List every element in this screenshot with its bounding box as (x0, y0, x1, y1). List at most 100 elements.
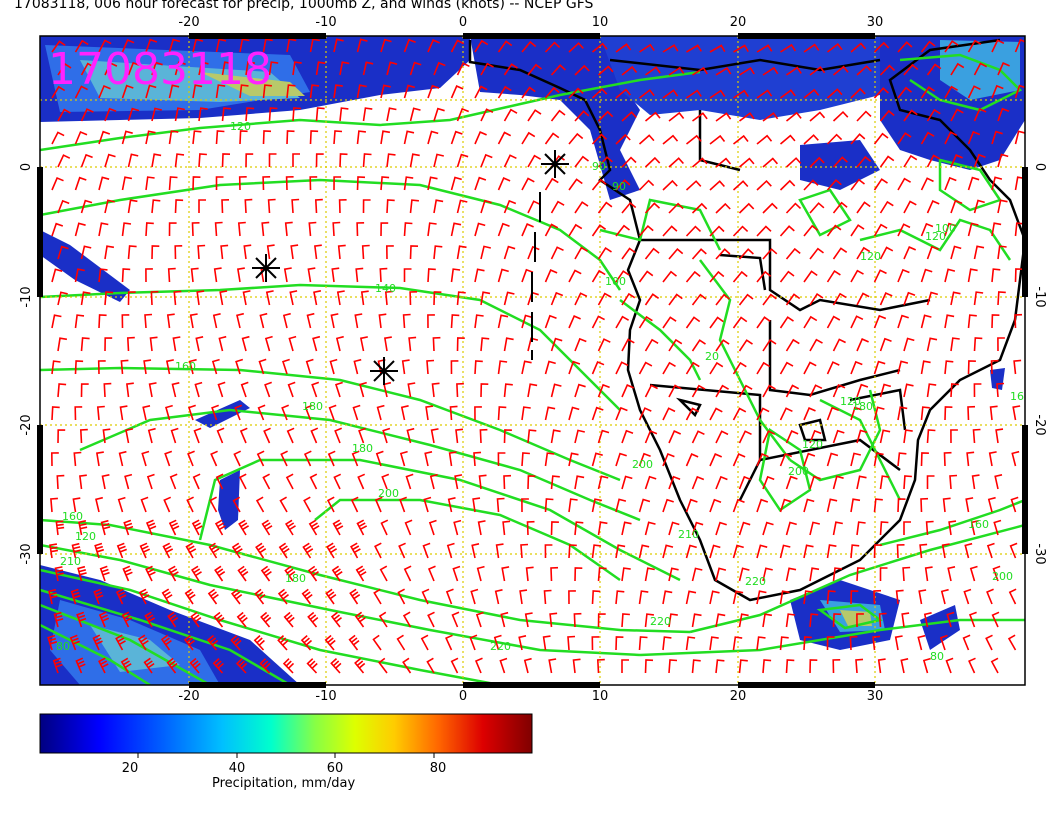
wind-barb (762, 112, 779, 122)
wind-barb (574, 337, 587, 352)
wind-barb (926, 245, 939, 260)
wind-barb (568, 87, 584, 99)
trough-line (531, 192, 541, 360)
wind-barb (544, 132, 560, 145)
wind-barb (948, 520, 957, 536)
wind-barb (521, 40, 537, 53)
wind-barb (809, 475, 821, 490)
wind-barb (615, 406, 628, 421)
wind-barb (402, 313, 411, 329)
wind-barb (989, 405, 998, 421)
wind-barb (307, 565, 319, 582)
wind-barb (856, 155, 872, 168)
wind-barb (639, 43, 655, 53)
wind-barb (185, 542, 197, 559)
wind-barb (333, 38, 344, 53)
wind-barb (264, 381, 272, 398)
wind-barb (521, 314, 533, 329)
wind-barb (756, 590, 767, 605)
wind-barb (732, 544, 744, 559)
wind-barb (239, 38, 250, 53)
wind-barb (568, 544, 577, 559)
contour-label: 80 (56, 640, 70, 653)
wind-barb (236, 267, 245, 283)
wind-barb (354, 657, 366, 674)
wind-barb (232, 496, 241, 513)
wind-barb (856, 110, 872, 122)
wind-barb (644, 659, 654, 674)
wind-barb (427, 84, 440, 99)
wind-barb (433, 153, 444, 168)
wind-barb (903, 291, 916, 306)
wind-barb (268, 153, 277, 167)
contour-label: 20 (705, 350, 719, 363)
wind-barb (944, 131, 958, 145)
wind-barb (151, 107, 162, 122)
wind-barb (121, 611, 133, 628)
wind-barb (738, 202, 755, 214)
wind-barb (521, 223, 534, 237)
wind-barb (873, 269, 887, 283)
wind-barb (856, 292, 870, 306)
wind-barb (574, 475, 585, 490)
wind-barb (74, 406, 83, 421)
wind-barb (779, 270, 795, 283)
wind-barb (127, 153, 139, 168)
wind-barb (715, 613, 726, 628)
wind-barb (215, 176, 224, 190)
wind-barb (544, 177, 559, 191)
wind-barb (762, 157, 779, 168)
wind-barb (926, 475, 935, 489)
wind-barb (668, 430, 682, 444)
wind-barb (732, 498, 745, 513)
wind-barb (57, 245, 69, 260)
wind-barb (497, 452, 506, 467)
wind-barb (597, 201, 613, 214)
wind-barb (809, 292, 824, 306)
wind-barb (944, 268, 956, 283)
wind-barb (124, 473, 133, 490)
wind-barb (188, 358, 197, 375)
wind-barb (174, 61, 186, 76)
wind-barb (544, 223, 559, 237)
wind-barb (145, 565, 156, 582)
wind-barb (967, 360, 976, 375)
wind-barb (993, 519, 1002, 536)
wind-barb (480, 153, 493, 168)
wind-barb (709, 361, 724, 375)
wind-barb (832, 475, 844, 490)
wind-barb (944, 314, 955, 329)
lat-tick: -20 (19, 414, 34, 435)
wind-barb (497, 268, 509, 283)
wind-barb (973, 62, 988, 76)
wind-barb (732, 180, 749, 191)
wind-barb (1014, 222, 1024, 237)
wind-barb (638, 636, 648, 651)
wind-barb (212, 313, 221, 329)
wind-barb (574, 246, 588, 260)
wind-barb (873, 132, 889, 145)
wind-barb (338, 199, 347, 214)
wind-barb (116, 542, 127, 559)
wind-barb (995, 428, 1004, 444)
wind-barb (408, 336, 417, 352)
wind-barb (873, 406, 885, 421)
wind-barb (997, 107, 1010, 122)
wind-barb (474, 176, 487, 191)
wind-barb (265, 290, 274, 306)
wind-barb (326, 496, 335, 513)
wind-barb (544, 406, 556, 421)
wind-barb (809, 384, 823, 398)
wind-barb (709, 407, 723, 421)
wind-barb (279, 496, 288, 513)
wind-barb (919, 543, 928, 559)
wind-barb (187, 404, 196, 421)
wind-barb (732, 453, 746, 467)
wind-barb (902, 566, 911, 582)
wind-barb (277, 635, 289, 651)
wind-barb (756, 44, 773, 53)
wind-barb (926, 200, 940, 214)
wind-barb (879, 64, 896, 76)
wind-barb (849, 635, 858, 651)
wind-barb (826, 498, 838, 513)
